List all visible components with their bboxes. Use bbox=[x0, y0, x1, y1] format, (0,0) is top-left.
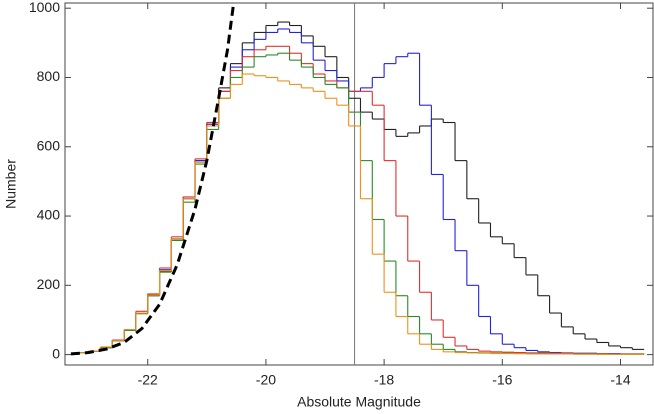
plot-frame bbox=[64, 2, 654, 366]
step-connector bbox=[88, 46, 610, 354]
y-axis-label: Number bbox=[3, 159, 19, 209]
y-tick-label: 600 bbox=[37, 137, 61, 153]
x-tick-label: -22 bbox=[138, 372, 158, 388]
y-tick-label: 200 bbox=[37, 276, 61, 292]
y-tick-label: 400 bbox=[37, 207, 61, 223]
fit-curve bbox=[70, 4, 235, 356]
x-tick-label: -20 bbox=[256, 372, 276, 388]
y-tick-label: 0 bbox=[52, 345, 60, 361]
y-tick-label: 1000 bbox=[29, 0, 60, 15]
y-tick-label: 800 bbox=[37, 68, 61, 84]
x-tick-label: -16 bbox=[492, 372, 512, 388]
x-tick-label: -18 bbox=[374, 372, 394, 388]
x-axis-label: Absolute Magnitude bbox=[297, 394, 421, 410]
x-tick-label: -14 bbox=[610, 372, 630, 388]
